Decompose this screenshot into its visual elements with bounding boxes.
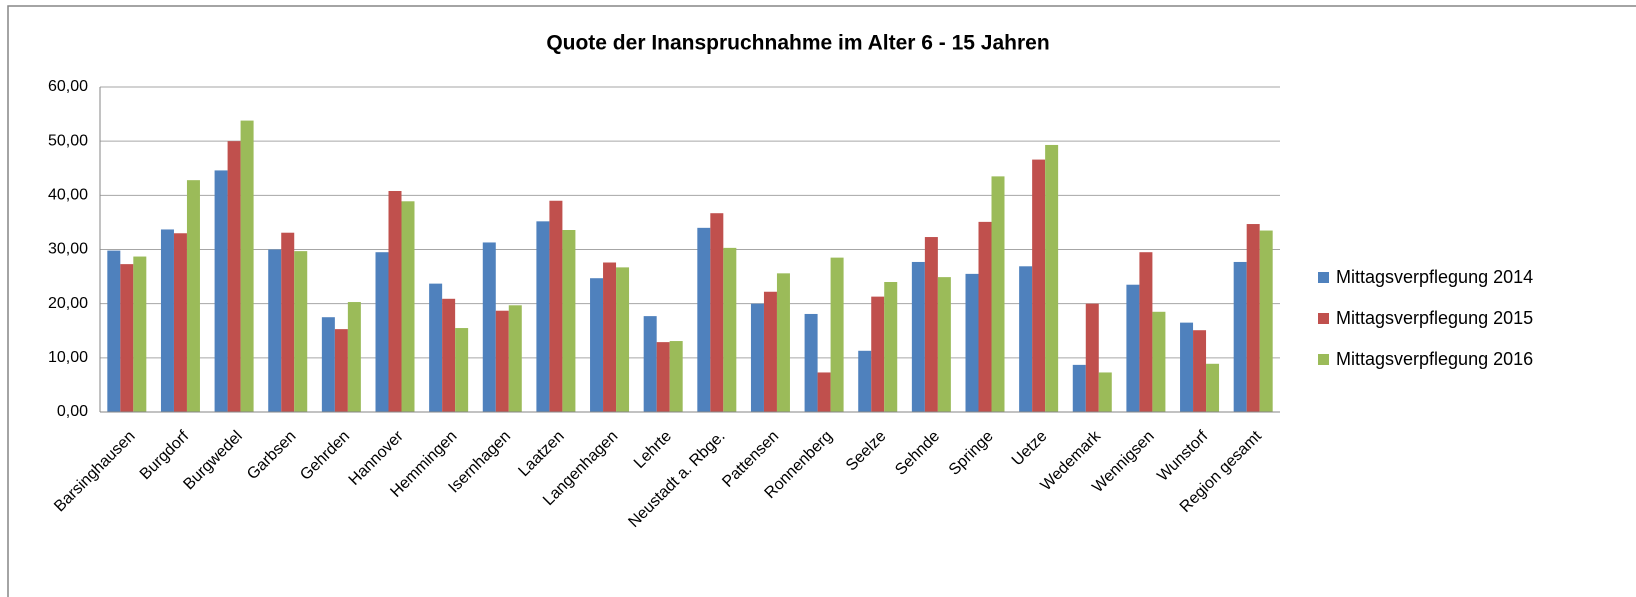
bar <box>549 200 563 412</box>
bar <box>1206 363 1220 412</box>
y-tick-label: 0,00 <box>57 403 88 420</box>
bar <box>107 250 121 412</box>
bar <box>562 230 576 412</box>
bar <box>1180 322 1194 412</box>
bar <box>1193 330 1207 412</box>
y-tick-label: 50,00 <box>48 132 88 149</box>
bar <box>482 242 496 412</box>
y-tick-label: 40,00 <box>48 187 88 204</box>
bar <box>697 227 711 412</box>
legend-label: Mittagsverpflegung 2014 <box>1336 267 1533 287</box>
y-tick-label: 20,00 <box>48 295 88 312</box>
bar <box>268 249 282 412</box>
bar <box>1233 261 1247 412</box>
bar <box>321 317 335 412</box>
bar <box>656 342 670 412</box>
bar <box>1152 311 1166 412</box>
bar <box>240 120 254 412</box>
y-tick-label: 60,00 <box>48 78 88 95</box>
bar <box>186 180 200 412</box>
bar <box>429 283 443 412</box>
bar <box>603 262 617 412</box>
bar <box>1019 266 1033 412</box>
bar <box>1085 303 1099 412</box>
bar <box>281 232 295 412</box>
bar <box>214 170 228 412</box>
legend-label: Mittagsverpflegung 2016 <box>1336 349 1533 369</box>
bar <box>536 221 550 412</box>
bar <box>643 316 657 412</box>
bar <box>590 278 604 412</box>
bar <box>508 305 522 412</box>
bar <box>978 221 992 412</box>
bar <box>347 302 361 412</box>
bar <box>455 328 469 412</box>
bar <box>710 213 724 412</box>
bar <box>1032 159 1046 412</box>
bar <box>160 229 174 412</box>
legend-swatch <box>1318 272 1329 283</box>
bar <box>1246 224 1260 412</box>
legend-swatch <box>1318 313 1329 324</box>
bar <box>227 141 241 412</box>
bar <box>804 313 818 412</box>
chart-title: Quote der Inanspruchnahme im Alter 6 - 1… <box>546 32 1049 55</box>
bar <box>120 264 134 412</box>
bar <box>495 310 509 412</box>
bar <box>1126 284 1140 412</box>
legend-swatch <box>1318 354 1329 365</box>
bar <box>1098 372 1112 412</box>
bar <box>294 251 308 412</box>
bar <box>173 233 187 412</box>
bar <box>401 201 415 412</box>
bar <box>991 176 1005 412</box>
y-tick-label: 10,00 <box>48 349 88 366</box>
bar <box>1072 364 1086 412</box>
bar <box>830 257 844 412</box>
bar <box>858 350 872 412</box>
bar <box>133 256 147 412</box>
bar <box>937 277 951 412</box>
bar <box>1045 144 1059 413</box>
bar <box>817 372 831 412</box>
bar <box>1259 230 1273 412</box>
bar <box>1139 252 1153 412</box>
bar <box>776 273 790 412</box>
bar <box>911 261 925 412</box>
bar <box>375 252 389 412</box>
bar <box>388 191 402 412</box>
bar <box>616 267 630 412</box>
bar <box>442 298 456 412</box>
bar <box>884 282 898 412</box>
bar <box>750 303 764 412</box>
bar <box>669 341 683 412</box>
bar <box>871 296 885 412</box>
bar <box>763 291 777 412</box>
bar <box>965 273 979 412</box>
bar <box>334 329 348 412</box>
legend-label: Mittagsverpflegung 2015 <box>1336 308 1533 328</box>
bar <box>924 237 938 412</box>
y-tick-label: 30,00 <box>48 241 88 258</box>
bar <box>723 247 737 412</box>
